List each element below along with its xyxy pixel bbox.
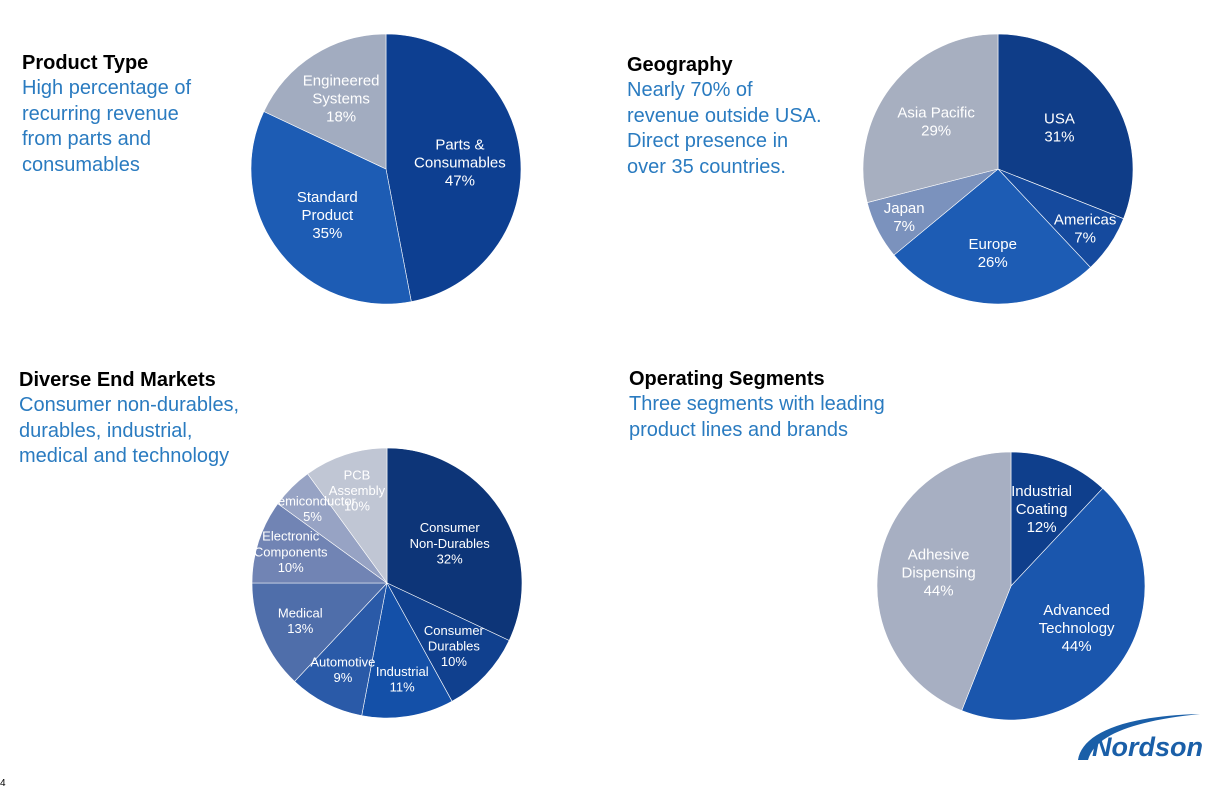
slice-label: Engineered Systems 18% <box>303 73 380 126</box>
pie-slice <box>876 451 1012 711</box>
logo-swoosh <box>1078 714 1200 760</box>
slice-label: Industrial Coating 12% <box>1011 483 1072 536</box>
slice-label: Semiconductor 5% <box>269 493 356 524</box>
slice-label: Industrial 11% <box>376 664 429 695</box>
pie-slice <box>997 33 1134 220</box>
slice-label: Japan 7% <box>884 200 925 235</box>
subtitle-line: High percentage of <box>22 77 192 99</box>
slice-label: PCB Assembly 10% <box>329 468 386 514</box>
page-number: 4 <box>0 778 6 789</box>
slice-label: Asia Pacific 29% <box>897 104 975 139</box>
panel-end-markets: Diverse End Markets Consumer non-durable… <box>19 367 239 470</box>
subtitle-line: medical and technology <box>19 445 230 467</box>
slice-label: Americas 7% <box>1054 211 1117 246</box>
subtitle-line: consumables <box>22 153 140 176</box>
panel-subtitle: High percentage of recurring revenue fro… <box>22 76 191 178</box>
panel-subtitle: Consumer non-durables, durables, industr… <box>19 393 239 470</box>
logo-text: Nordson <box>1092 732 1203 762</box>
pie-slice <box>893 168 1091 305</box>
slice-label: Medical 13% <box>278 605 323 636</box>
pie-slice <box>386 447 523 641</box>
pie-slice <box>250 111 412 305</box>
panel-subtitle: Three segments with leading product line… <box>629 392 885 443</box>
subtitle-line: Nearly 70% of <box>627 79 753 101</box>
pie-slice <box>251 503 388 584</box>
slice-label: Consumer Durables 10% <box>424 623 485 669</box>
pie-slice <box>1010 451 1104 587</box>
slice-label: Automotive 9% <box>310 654 375 685</box>
panel-heading: Product Type <box>22 52 149 74</box>
panel-operating-segments: Operating Segments Three segments with l… <box>629 366 885 443</box>
panel-subtitle: Nearly 70% of revenue outside USA. Direc… <box>627 78 822 180</box>
pie-chart-geography: USA 31% Americas 7% Europe 26% Japan 7% Asia Pac… <box>862 33 1134 305</box>
panel-heading: Operating Segments <box>629 368 825 390</box>
pie-slice <box>251 582 388 682</box>
panel-heading: Diverse End Markets <box>19 369 216 391</box>
slice-label: Adhesive Dispensing 44% <box>901 546 975 599</box>
subtitle-line: from parts and <box>22 128 151 150</box>
subtitle-line: revenue outside USA. <box>627 104 822 127</box>
slice-label: Standard Product 35% <box>297 189 358 242</box>
subtitle-line: product lines and brands <box>629 418 849 441</box>
slice-label: Advanced Technology 44% <box>1039 602 1115 655</box>
panel-geography: Geography Nearly 70% of revenue outside … <box>627 52 822 180</box>
panel-heading: Geography <box>627 54 733 76</box>
pie-chart-product-type: Parts & Consumables 47% Standard Product 35% E… <box>250 33 522 305</box>
pie-slice <box>386 582 510 702</box>
subtitle-line: Consumer non-durables, <box>19 394 240 416</box>
subtitle-line: Direct presence in <box>627 130 789 152</box>
pie-slice <box>961 487 1146 721</box>
nordson-logo: Nordson <box>1078 714 1203 762</box>
pie-slice <box>263 33 387 170</box>
slice-label: Europe 26% <box>969 236 1017 271</box>
subtitle-line: over 35 countries. <box>627 155 786 178</box>
subtitle-line: Three segments with leading <box>629 393 885 415</box>
slice-label: USA 31% <box>1044 111 1075 146</box>
pie-slice <box>385 33 522 302</box>
panel-product-type: Product Type High percentage of recurrin… <box>22 50 191 178</box>
pie-slice <box>361 582 453 719</box>
pie-slice <box>307 447 388 584</box>
slice-label: Electronic Components 10% <box>254 529 328 575</box>
pie-slice <box>862 33 999 203</box>
pie-chart-operating-segments: Industrial Coating 12% Advanced Technology 44… <box>876 451 1146 721</box>
pie-chart-end-markets: Consumer Non-Durables 32% Consumer Durables 1… <box>251 447 523 719</box>
subtitle-line: recurring revenue <box>22 102 179 125</box>
slice-label: Parts & Consumables 47% <box>414 136 506 189</box>
slice-label: Consumer Non-Durables 32% <box>410 520 491 566</box>
subtitle-line: durables, industrial, <box>19 419 193 442</box>
